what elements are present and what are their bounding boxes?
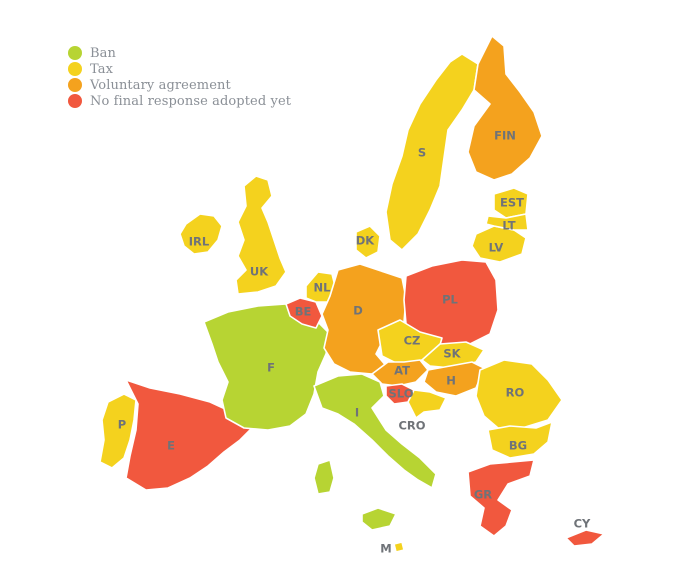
legend-label-none: No final response adopted yet: [90, 93, 292, 109]
legend-swatch-none: [68, 94, 82, 108]
label-uk: UK: [250, 265, 269, 279]
label-netherlands: NL: [314, 281, 332, 295]
country-malta[interactable]: [393, 541, 405, 553]
label-poland: PL: [442, 293, 458, 307]
country-greece[interactable]: [467, 459, 535, 537]
country-lithuania[interactable]: [485, 213, 529, 231]
legend-label-ban: Ban: [90, 45, 116, 61]
legend-item-none: No final response adopted yet: [68, 93, 291, 109]
country-bulgaria[interactable]: [487, 421, 553, 459]
label-ireland: IRL: [189, 235, 210, 249]
legend-swatch-tax: [68, 62, 82, 76]
label-lithuania: LT: [502, 219, 515, 233]
label-czechia: CZ: [404, 334, 421, 348]
country-romania[interactable]: [475, 359, 563, 429]
label-austria: AT: [394, 364, 410, 378]
label-france: F: [267, 361, 275, 375]
country-spain[interactable]: [125, 379, 255, 491]
country-croatia[interactable]: [407, 389, 447, 419]
label-malta: M: [380, 542, 391, 556]
label-estonia: EST: [500, 196, 524, 210]
legend-item-tax: Tax: [68, 61, 291, 77]
label-romania: RO: [506, 386, 525, 400]
legend-swatch-voluntary: [68, 78, 82, 92]
label-finland: FIN: [494, 129, 516, 143]
label-portugal: P: [118, 418, 126, 432]
label-greece: GR: [474, 488, 492, 502]
country-sweden[interactable]: [385, 53, 479, 251]
label-cyprus: CY: [574, 517, 591, 531]
legend-item-ban: Ban: [68, 45, 291, 61]
label-bulgaria: BG: [509, 439, 527, 453]
country-ireland[interactable]: [179, 213, 223, 255]
country-portugal[interactable]: [99, 393, 137, 469]
label-slovakia: SK: [443, 347, 461, 361]
label-spain: E: [167, 439, 175, 453]
country-uk[interactable]: [235, 175, 287, 295]
label-sweden: S: [418, 146, 426, 160]
country-belgium[interactable]: [285, 297, 323, 329]
legend-label-voluntary: Voluntary agreement: [90, 77, 231, 93]
legend-swatch-ban: [68, 46, 82, 60]
label-belgium: BE: [295, 305, 312, 319]
legend-label-tax: Tax: [90, 61, 114, 77]
legend-item-voluntary: Voluntary agreement: [68, 77, 291, 93]
legend: Ban Tax Voluntary agreement No final res…: [68, 45, 291, 109]
label-hungary: H: [446, 374, 456, 388]
country-slovakia[interactable]: [421, 341, 485, 369]
country-denmark[interactable]: [355, 225, 381, 259]
label-latvia: LV: [489, 241, 504, 255]
label-slovenia: SLO: [389, 387, 414, 401]
country-cyprus[interactable]: [565, 529, 605, 547]
label-denmark: DK: [356, 234, 376, 248]
country-finland[interactable]: [467, 35, 543, 181]
label-italy: I: [355, 406, 359, 420]
country-italy-sicily[interactable]: [361, 507, 397, 531]
label-croatia: CRO: [398, 419, 425, 433]
country-italy[interactable]: [313, 373, 437, 489]
country-hungary[interactable]: [423, 361, 485, 397]
label-germany: D: [353, 304, 363, 318]
country-italy-sardinia[interactable]: [313, 459, 335, 495]
